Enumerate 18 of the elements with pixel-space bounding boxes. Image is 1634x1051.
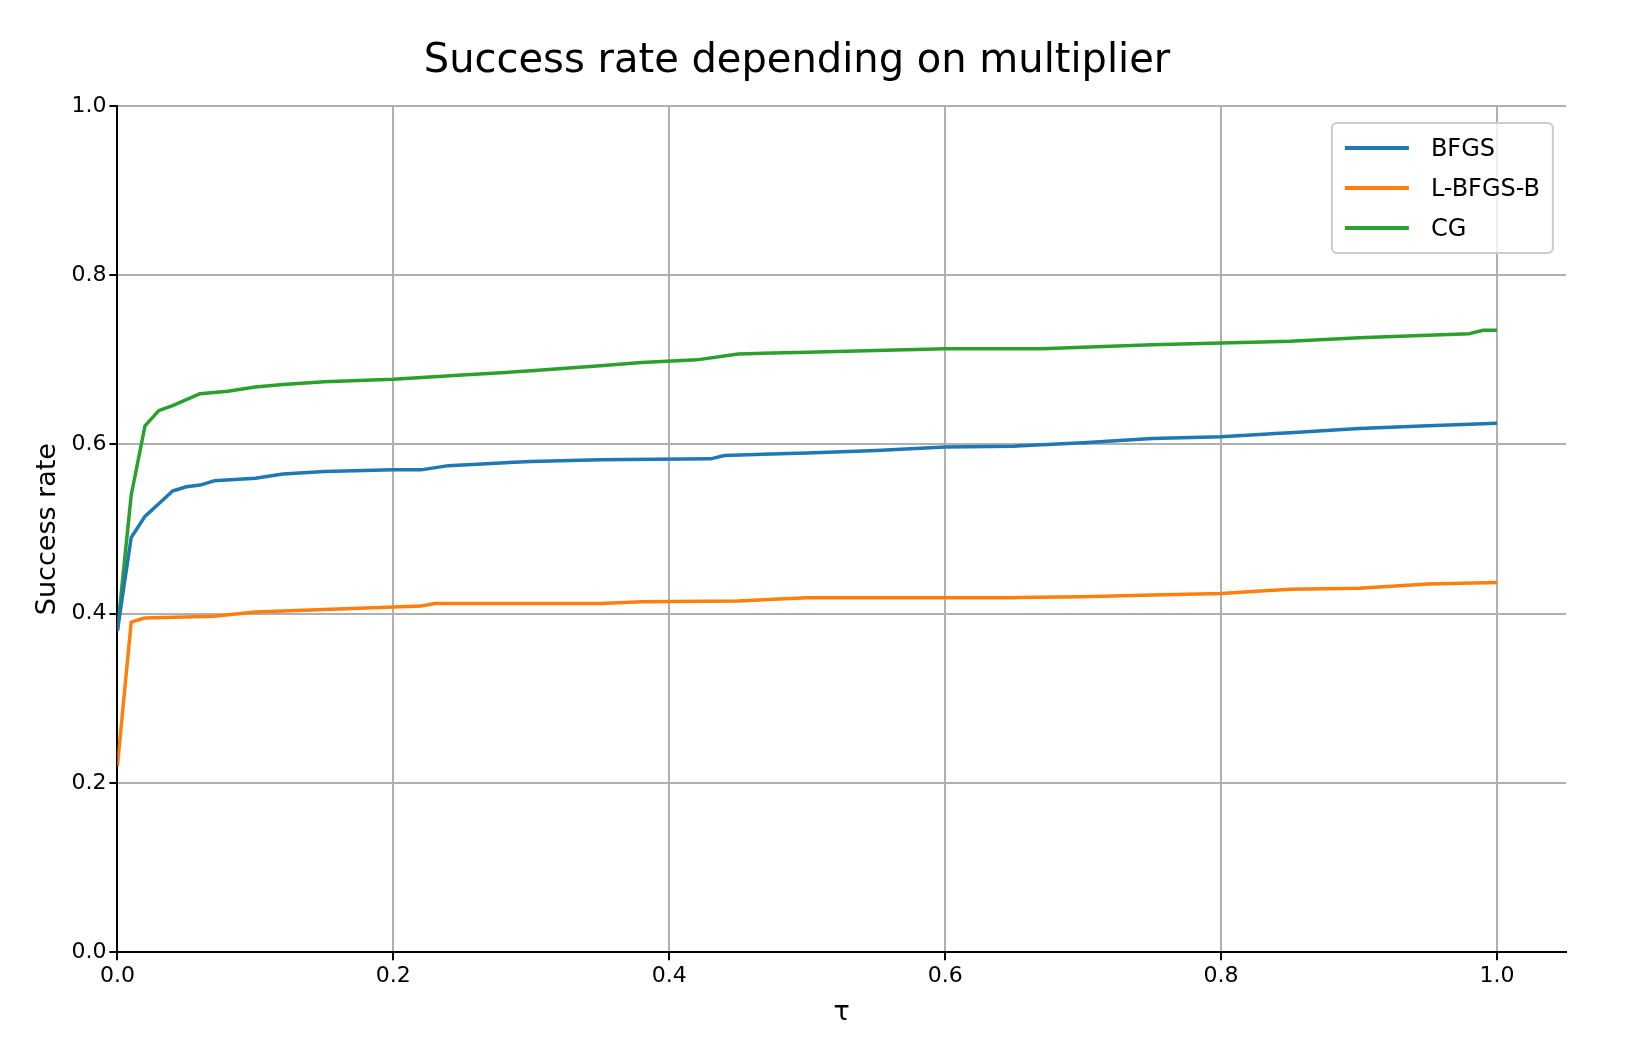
- y-axis-title: Success rate: [30, 443, 62, 616]
- y-tick-label: 0.4: [71, 599, 107, 625]
- x-tick-label: 0.4: [651, 962, 687, 988]
- x-axis-title: τ: [833, 994, 850, 1026]
- chart-title: Success rate depending on multiplier: [423, 35, 1171, 82]
- legend-label: CG: [1430, 213, 1467, 244]
- y-tick-label: 0.0: [71, 937, 107, 963]
- x-tick-label: 0.6: [927, 962, 963, 988]
- y-tick-label: 0.6: [71, 430, 107, 456]
- legend-label: L-BFGS-B: [1430, 173, 1540, 204]
- x-tick-label: 1.0: [1479, 962, 1515, 988]
- x-tick-label: 0.8: [1203, 962, 1239, 988]
- y-tick-label: 0.2: [71, 768, 107, 794]
- legend-label: BFGS: [1430, 133, 1495, 164]
- y-tick-label: 1.0: [71, 91, 107, 117]
- x-tick-label: 0.0: [99, 962, 135, 988]
- y-tick-label: 0.8: [71, 260, 107, 286]
- x-tick-label: 0.2: [375, 962, 411, 988]
